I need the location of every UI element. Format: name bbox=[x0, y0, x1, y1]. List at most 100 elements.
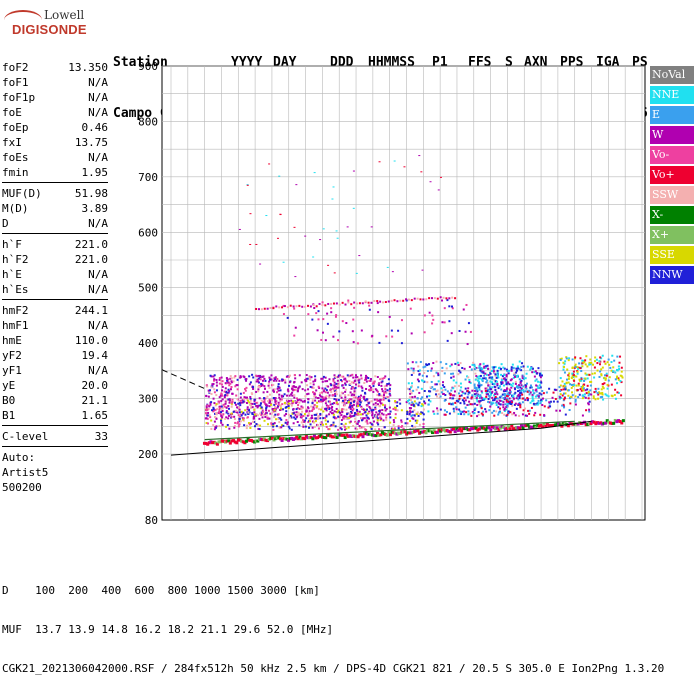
echo-point bbox=[505, 400, 508, 403]
echo-point bbox=[451, 402, 454, 405]
echo-point bbox=[304, 395, 307, 398]
echo-point bbox=[383, 385, 386, 388]
echo-point bbox=[607, 420, 611, 424]
echo-point bbox=[330, 391, 333, 394]
y-tick-label: 200 bbox=[138, 448, 158, 461]
echo-point bbox=[612, 421, 616, 425]
echo-point bbox=[229, 375, 232, 378]
echo-point bbox=[418, 431, 422, 435]
echo-point bbox=[451, 296, 454, 299]
echo-point bbox=[515, 375, 518, 378]
echo-point bbox=[548, 402, 551, 405]
param-row: foF2 13.350 bbox=[2, 60, 108, 75]
echo-point bbox=[324, 391, 327, 394]
echo-point bbox=[359, 401, 362, 404]
echo-point bbox=[488, 409, 491, 412]
param-name: C-level bbox=[2, 430, 49, 443]
echo-point bbox=[225, 410, 228, 413]
echo-point bbox=[226, 411, 229, 414]
echo-point bbox=[502, 366, 505, 369]
echo-point bbox=[302, 423, 305, 426]
echo-point bbox=[476, 400, 479, 403]
echo-point bbox=[526, 365, 529, 368]
echo-point bbox=[381, 409, 384, 412]
echo-point bbox=[378, 416, 381, 419]
echo-point bbox=[285, 410, 288, 413]
echo-point bbox=[517, 386, 520, 389]
echo-point bbox=[297, 411, 300, 414]
echo-point bbox=[287, 402, 290, 405]
param-name: foE bbox=[2, 106, 22, 119]
echo-point bbox=[567, 394, 570, 397]
echo-point bbox=[220, 376, 223, 379]
echo-point bbox=[333, 272, 336, 274]
echo-point bbox=[478, 403, 481, 406]
echo-point bbox=[540, 393, 543, 396]
echo-point bbox=[529, 425, 533, 429]
echo-point bbox=[453, 430, 457, 434]
echo-point bbox=[384, 432, 388, 436]
echo-point bbox=[422, 426, 425, 429]
echo-point bbox=[435, 395, 438, 398]
param-value: 110.0 bbox=[74, 334, 108, 347]
echo-point bbox=[483, 366, 486, 369]
echo-point bbox=[511, 385, 514, 388]
echo-point bbox=[208, 390, 211, 393]
echo-point bbox=[327, 428, 330, 431]
echo-point bbox=[238, 408, 241, 411]
divider bbox=[2, 446, 108, 447]
echo-point bbox=[434, 383, 437, 386]
echo-point bbox=[279, 389, 282, 392]
echo-point bbox=[356, 410, 359, 413]
echo-point bbox=[260, 384, 263, 387]
echo-point bbox=[619, 380, 622, 383]
echo-point bbox=[464, 330, 467, 333]
echo-point bbox=[513, 375, 516, 378]
echo-point bbox=[279, 407, 282, 410]
echo-point bbox=[481, 377, 484, 380]
echo-point bbox=[337, 398, 340, 401]
echo-point bbox=[497, 427, 501, 431]
echo-point bbox=[508, 392, 511, 395]
echo-point bbox=[361, 386, 364, 389]
echo-point bbox=[267, 400, 270, 403]
echo-point bbox=[400, 342, 403, 345]
echo-point bbox=[516, 374, 519, 377]
echo-point bbox=[584, 372, 587, 375]
echo-point bbox=[466, 403, 469, 406]
echo-point bbox=[233, 426, 236, 429]
echo-point bbox=[336, 384, 339, 387]
echo-point bbox=[521, 397, 524, 400]
echo-point bbox=[595, 390, 598, 393]
echo-point bbox=[272, 390, 275, 393]
echo-point bbox=[272, 397, 275, 400]
echo-point bbox=[285, 375, 288, 378]
echo-point bbox=[316, 401, 319, 404]
echo-point bbox=[335, 401, 338, 404]
echo-point bbox=[588, 361, 591, 364]
echo-point bbox=[366, 422, 369, 425]
echo-point bbox=[402, 299, 405, 302]
param-value: N/A bbox=[88, 106, 108, 119]
echo-point bbox=[322, 318, 325, 321]
echo-point bbox=[613, 359, 616, 362]
echo-point bbox=[330, 424, 333, 427]
echo-point bbox=[360, 400, 363, 403]
echo-point bbox=[492, 409, 495, 412]
echo-point bbox=[302, 419, 305, 422]
echo-point bbox=[386, 396, 389, 399]
echo-point bbox=[600, 373, 603, 376]
echo-point bbox=[348, 434, 352, 438]
echo-point bbox=[213, 374, 216, 377]
echo-point bbox=[360, 426, 363, 429]
echo-point bbox=[343, 415, 346, 418]
param-name: foEp bbox=[2, 121, 29, 134]
echo-point bbox=[451, 307, 454, 310]
echo-point bbox=[294, 417, 297, 420]
echo-point bbox=[476, 393, 479, 396]
echo-point bbox=[263, 399, 266, 402]
echo-point bbox=[571, 374, 574, 377]
echo-point bbox=[343, 436, 347, 440]
echo-point bbox=[519, 392, 522, 395]
echo-point bbox=[307, 401, 310, 404]
